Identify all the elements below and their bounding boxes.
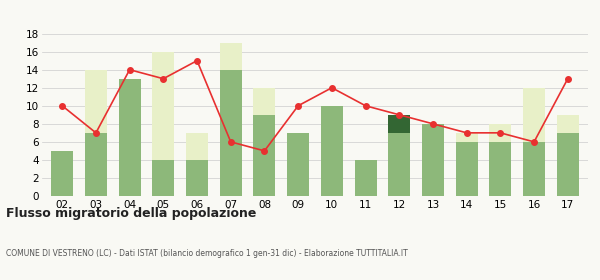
Bar xyxy=(186,133,208,160)
Bar xyxy=(388,115,410,133)
Point xyxy=(496,130,505,135)
Bar xyxy=(456,142,478,196)
Point xyxy=(361,104,370,108)
Point xyxy=(91,130,101,135)
Bar xyxy=(557,133,579,196)
Bar xyxy=(220,43,242,70)
Bar xyxy=(456,133,478,142)
Point xyxy=(158,76,168,81)
Bar xyxy=(152,52,174,160)
Bar xyxy=(321,106,343,196)
Bar xyxy=(85,133,107,196)
Point xyxy=(58,104,67,108)
Point xyxy=(226,140,236,144)
Bar xyxy=(388,133,410,196)
Bar xyxy=(85,70,107,133)
Bar xyxy=(490,124,511,142)
Bar xyxy=(220,70,242,196)
Point xyxy=(293,104,303,108)
Point xyxy=(428,122,438,126)
Bar xyxy=(253,115,275,196)
Text: Flusso migratorio della popolazione: Flusso migratorio della popolazione xyxy=(6,207,256,220)
Bar xyxy=(119,79,140,196)
Bar xyxy=(557,115,579,133)
Bar xyxy=(523,88,545,142)
Bar xyxy=(287,133,309,196)
Bar xyxy=(422,124,444,196)
Bar xyxy=(490,142,511,196)
Bar xyxy=(51,151,73,196)
Point xyxy=(327,85,337,90)
Point xyxy=(394,113,404,117)
Bar xyxy=(355,160,377,196)
Point xyxy=(462,130,472,135)
Point xyxy=(125,67,134,72)
Point xyxy=(192,59,202,63)
Bar xyxy=(186,160,208,196)
Point xyxy=(260,149,269,153)
Text: COMUNE DI VESTRENO (LC) - Dati ISTAT (bilancio demografico 1 gen-31 dic) - Elabo: COMUNE DI VESTRENO (LC) - Dati ISTAT (bi… xyxy=(6,249,408,258)
Bar xyxy=(523,142,545,196)
Bar xyxy=(152,160,174,196)
Bar xyxy=(253,88,275,115)
Point xyxy=(563,76,572,81)
Point xyxy=(529,140,539,144)
